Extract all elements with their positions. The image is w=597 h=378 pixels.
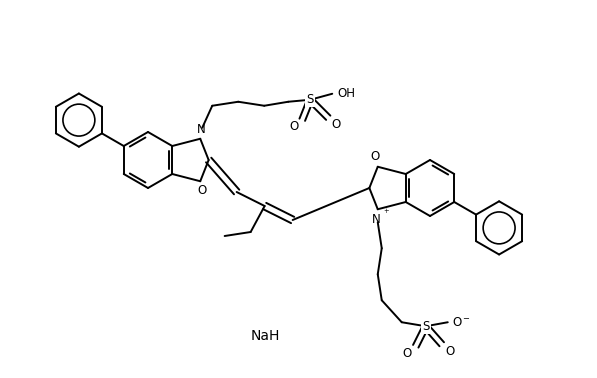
Text: O: O: [370, 150, 379, 163]
Text: S: S: [422, 320, 429, 333]
Text: O: O: [445, 345, 454, 358]
Text: O: O: [198, 184, 207, 197]
Text: NaH: NaH: [250, 329, 279, 343]
Text: S: S: [307, 93, 314, 106]
Text: O$^-$: O$^-$: [453, 316, 471, 329]
Text: O: O: [290, 120, 299, 133]
Text: OH: OH: [337, 87, 355, 100]
Text: O: O: [331, 118, 341, 131]
Text: $^+$: $^+$: [381, 208, 390, 218]
Text: N: N: [197, 123, 205, 136]
Text: O: O: [402, 347, 411, 360]
Text: N: N: [371, 213, 380, 226]
